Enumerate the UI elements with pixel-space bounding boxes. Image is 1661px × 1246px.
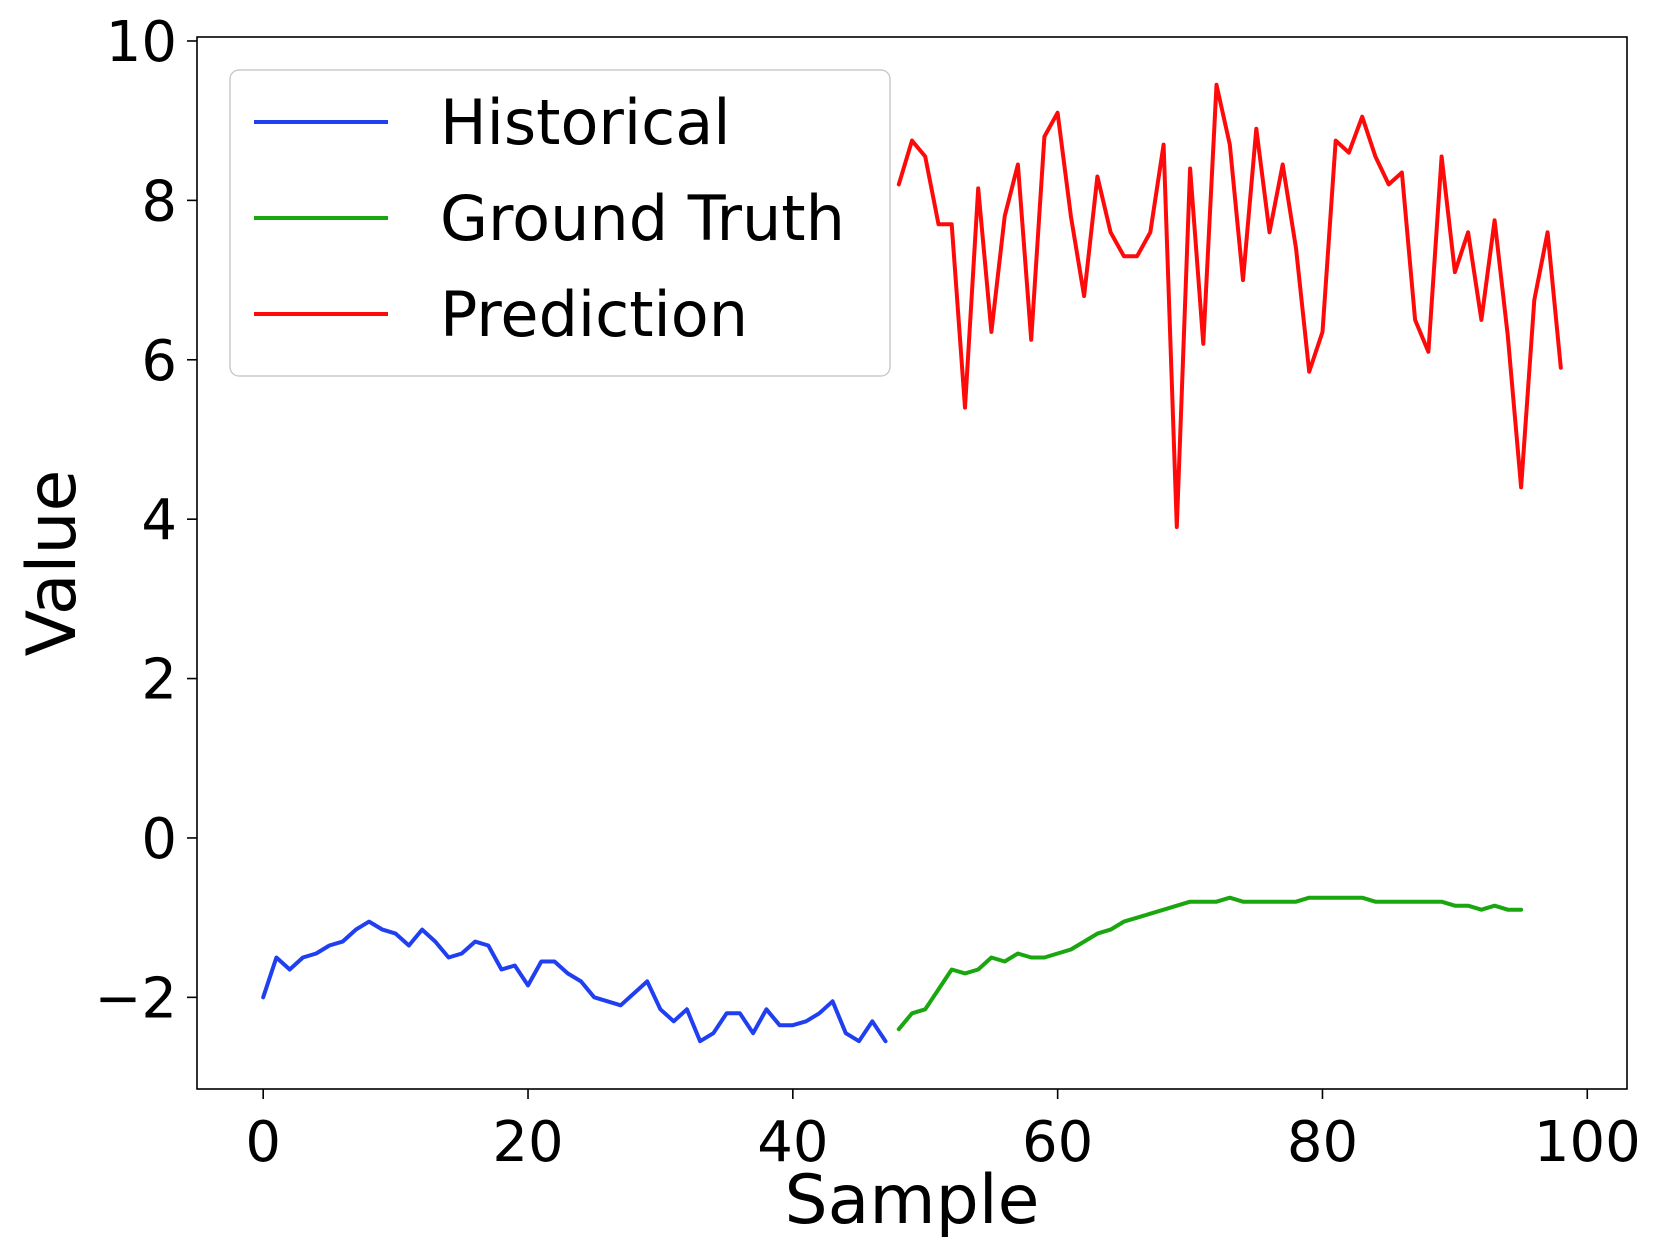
y-tick-label: 10 bbox=[106, 10, 177, 75]
y-tick-label: 8 bbox=[141, 169, 177, 234]
series-line-prediction bbox=[896, 82, 1563, 530]
y-tick-label: 6 bbox=[141, 329, 177, 394]
x-tick-label: 40 bbox=[757, 1110, 828, 1175]
y-axis-ticks: −2 0 2 4 6 8 10 bbox=[94, 10, 197, 1031]
y-axis-title: Value bbox=[13, 470, 92, 657]
y-tick-label: 4 bbox=[141, 488, 177, 553]
x-axis-title: Sample bbox=[785, 1161, 1040, 1240]
x-tick-label: 80 bbox=[1287, 1110, 1358, 1175]
plot-area-frame bbox=[196, 36, 1628, 1090]
series-line-historical bbox=[261, 919, 888, 1044]
x-tick-label: 0 bbox=[245, 1110, 281, 1175]
series-layer bbox=[261, 82, 1563, 1044]
series-line-ground-truth bbox=[896, 895, 1524, 1032]
legend-label-historical: Historical bbox=[440, 86, 730, 159]
y-tick-label: 0 bbox=[141, 807, 177, 872]
legend: Historical Ground Truth Prediction bbox=[229, 69, 891, 377]
legend-label-prediction: Prediction bbox=[440, 278, 748, 351]
y-tick-label: 2 bbox=[141, 648, 177, 713]
x-tick-label: 100 bbox=[1534, 1110, 1641, 1175]
legend-label-ground-truth: Ground Truth bbox=[440, 182, 845, 255]
y-tick-label: −2 bbox=[94, 966, 177, 1031]
x-axis-ticks: 0 20 40 60 80 100 bbox=[245, 1089, 1641, 1175]
x-tick-label: 60 bbox=[1022, 1110, 1093, 1175]
legend-box bbox=[229, 69, 891, 377]
x-tick-label: 20 bbox=[492, 1110, 563, 1175]
